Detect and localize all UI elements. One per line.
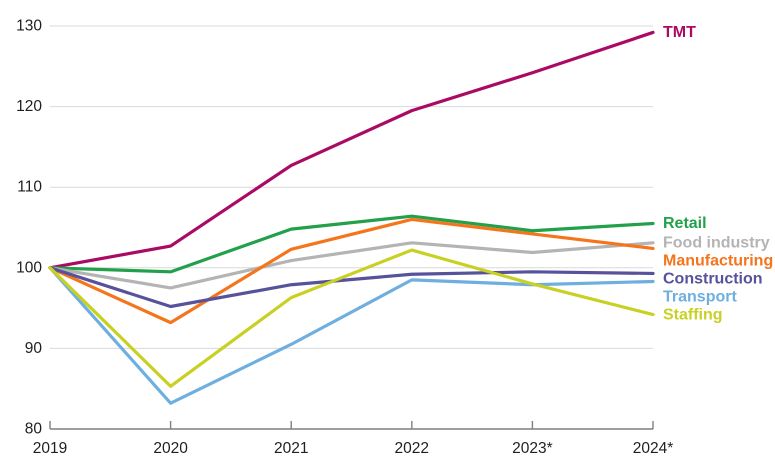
x-axis-label-2020: 2020	[153, 440, 188, 457]
series-label-tmt: TMT	[663, 24, 696, 41]
series-line-manufacturing	[48, 217, 655, 325]
x-axis-label-2022: 2022	[395, 440, 429, 457]
series-line-transport	[48, 266, 655, 405]
series-label-transport: Transport	[663, 288, 737, 305]
y-axis-label-90: 90	[25, 340, 43, 357]
series-label-staffing: Staffing	[663, 306, 723, 323]
series-label-manufacturing: Manufacturing	[663, 252, 773, 269]
x-axis-label-2019: 2019	[33, 440, 67, 457]
series-label-construction: Construction	[663, 270, 763, 287]
series-line-construction	[48, 266, 655, 309]
series-line-food-industry	[48, 241, 655, 290]
y-axis-label-100: 100	[16, 259, 42, 276]
x-axis-label-2021: 2021	[274, 440, 308, 457]
y-axis-label-110: 110	[17, 179, 42, 196]
series-label-food-industry: Food industry	[663, 234, 770, 251]
x-axis-label-2024: 2024*	[633, 440, 674, 457]
series-line-retail	[48, 214, 655, 274]
y-axis-label-130: 130	[16, 18, 42, 35]
series-label-retail: Retail	[663, 215, 707, 232]
series-line-tmt	[48, 30, 655, 270]
series-line-staffing	[48, 248, 655, 388]
y-axis-label-80: 80	[25, 421, 43, 438]
y-axis-label-120: 120	[16, 98, 42, 115]
x-axis-label-2023: 2023*	[512, 440, 553, 457]
